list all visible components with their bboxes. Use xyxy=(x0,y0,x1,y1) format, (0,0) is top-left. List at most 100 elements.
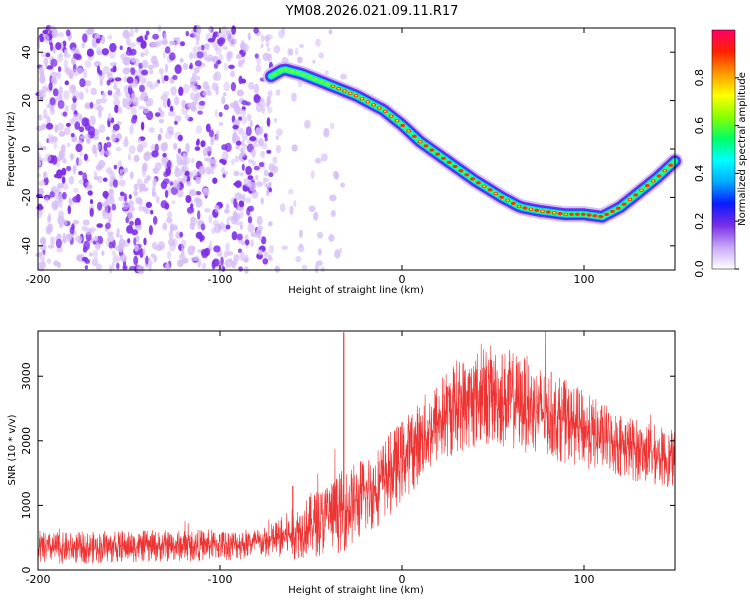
noise-speckle xyxy=(225,203,230,210)
noise-speckle xyxy=(140,141,148,149)
noise-speckle xyxy=(133,183,139,191)
noise-speckle xyxy=(53,260,59,267)
noise-speckle xyxy=(329,194,337,202)
noise-speckle xyxy=(299,44,304,48)
noise-speckle xyxy=(275,135,279,140)
noise-speckle xyxy=(108,217,112,224)
noise-speckle xyxy=(320,153,328,162)
noise-speckle xyxy=(160,181,168,190)
noise-speckle xyxy=(108,241,113,249)
noise-speckle xyxy=(78,126,85,133)
noise-speckle xyxy=(167,126,174,134)
noise-speckle xyxy=(197,210,201,220)
signal-track-core xyxy=(575,212,580,216)
noise-speckle xyxy=(230,82,236,92)
noise-speckle xyxy=(49,108,56,115)
noise-speckle xyxy=(332,170,339,179)
signal-track-core xyxy=(557,212,563,216)
noise-speckle xyxy=(72,137,77,143)
noise-speckle xyxy=(82,33,88,43)
noise-speckle xyxy=(238,200,245,208)
noise-speckle xyxy=(52,88,59,97)
signal-track-core xyxy=(318,80,324,84)
noise-speckle xyxy=(186,102,193,109)
noise-speckle xyxy=(89,199,94,205)
noise-speckle xyxy=(193,31,201,38)
spectrogram-y-tick-label: 20 xyxy=(20,94,33,108)
noise-speckle xyxy=(93,60,101,68)
noise-speckle xyxy=(214,109,218,117)
noise-speckle xyxy=(50,71,58,77)
noise-speckle xyxy=(98,160,106,169)
signal-track-core xyxy=(476,181,481,185)
noise-speckle xyxy=(129,125,134,135)
noise-speckle xyxy=(139,77,147,84)
noise-speckle xyxy=(168,230,174,240)
noise-speckle xyxy=(151,150,159,158)
noise-speckle xyxy=(313,211,319,221)
noise-speckle xyxy=(266,117,271,127)
noise-speckle xyxy=(189,76,198,85)
noise-speckle xyxy=(150,209,154,215)
noise-speckle xyxy=(241,100,248,106)
noise-speckle xyxy=(57,54,64,63)
noise-speckle xyxy=(194,146,201,151)
signal-track-peak xyxy=(343,90,346,92)
noise-speckle xyxy=(245,126,252,136)
noise-speckle xyxy=(86,48,94,57)
noise-speckle xyxy=(123,85,130,95)
noise-speckle xyxy=(191,157,195,164)
noise-speckle xyxy=(52,46,56,54)
noise-speckle xyxy=(57,32,64,38)
noise-speckle xyxy=(75,193,81,203)
noise-speckle xyxy=(266,95,271,106)
noise-speckle xyxy=(53,141,58,149)
noise-speckle xyxy=(310,170,315,179)
noise-speckle xyxy=(84,60,92,69)
signal-track-core xyxy=(610,209,615,213)
signal-track-core xyxy=(580,212,586,216)
noise-speckle xyxy=(232,124,239,130)
noise-speckle xyxy=(177,189,184,198)
noise-speckle xyxy=(256,181,263,188)
noise-speckle xyxy=(151,191,157,198)
noise-speckle xyxy=(149,85,156,90)
noise-speckle xyxy=(223,104,229,111)
noise-speckle xyxy=(69,202,74,206)
noise-speckle xyxy=(291,92,297,102)
noise-speckle xyxy=(40,260,46,270)
noise-speckle xyxy=(226,217,230,226)
noise-speckle xyxy=(163,32,167,42)
noise-speckle xyxy=(170,111,176,117)
noise-speckle xyxy=(141,59,149,69)
noise-speckle xyxy=(205,145,213,152)
noise-speckle xyxy=(61,176,66,184)
noise-speckle xyxy=(130,57,136,63)
noise-speckle xyxy=(152,215,158,225)
noise-speckle xyxy=(200,44,205,51)
noise-speckle xyxy=(106,136,110,141)
noise-speckle xyxy=(51,200,58,210)
signal-track-peak xyxy=(663,169,667,172)
noise-speckle xyxy=(190,106,197,112)
noise-speckle xyxy=(238,211,244,219)
colorbar-frame xyxy=(711,29,736,270)
noise-speckle xyxy=(64,80,70,86)
noise-speckle xyxy=(161,40,168,45)
noise-speckle xyxy=(230,70,236,78)
noise-speckle xyxy=(49,191,55,198)
noise-speckle xyxy=(247,215,253,224)
noise-speckle xyxy=(62,90,70,100)
noise-speckle xyxy=(164,63,169,73)
noise-speckle xyxy=(53,173,61,179)
noise-speckle xyxy=(180,239,187,250)
noise-speckle xyxy=(38,180,46,187)
noise-speckle xyxy=(65,122,71,127)
noise-speckle xyxy=(51,75,57,84)
noise-speckle xyxy=(179,231,184,238)
signal-track-core xyxy=(621,202,627,206)
noise-speckle xyxy=(152,33,160,40)
noise-speckle xyxy=(87,190,93,196)
noise-speckle xyxy=(197,46,202,51)
noise-speckle xyxy=(182,63,189,71)
